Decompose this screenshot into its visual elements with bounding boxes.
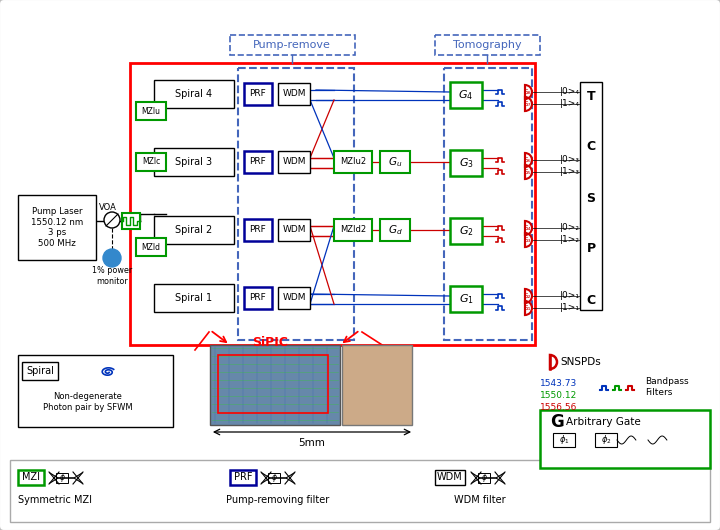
Text: WDM filter: WDM filter <box>454 495 506 505</box>
Text: $G_2$: $G_2$ <box>459 224 473 238</box>
FancyBboxPatch shape <box>278 287 310 309</box>
FancyBboxPatch shape <box>210 345 340 425</box>
Text: S₂: S₂ <box>523 293 531 299</box>
FancyBboxPatch shape <box>450 150 482 176</box>
FancyBboxPatch shape <box>244 287 272 309</box>
FancyBboxPatch shape <box>244 83 272 105</box>
FancyBboxPatch shape <box>380 219 410 241</box>
Text: Bandpass
Filters: Bandpass Filters <box>645 377 688 396</box>
FancyBboxPatch shape <box>10 460 710 522</box>
Text: |0>₁: |0>₁ <box>560 292 580 301</box>
Text: $\phi$: $\phi$ <box>481 472 487 484</box>
FancyBboxPatch shape <box>154 80 234 108</box>
FancyBboxPatch shape <box>230 470 256 485</box>
Text: PRF: PRF <box>234 473 252 482</box>
FancyBboxPatch shape <box>18 470 44 485</box>
Text: G: G <box>550 413 564 431</box>
FancyBboxPatch shape <box>154 148 234 176</box>
Text: PRF: PRF <box>250 225 266 234</box>
Text: Symmetric MZI: Symmetric MZI <box>18 495 92 505</box>
Text: MZIu2: MZIu2 <box>340 157 366 166</box>
Text: S₅: S₅ <box>523 169 531 175</box>
Text: Spiral 3: Spiral 3 <box>176 157 212 167</box>
Text: |1>₄: |1>₄ <box>560 100 580 109</box>
Text: 1550.12: 1550.12 <box>540 391 577 400</box>
Circle shape <box>104 212 120 228</box>
FancyBboxPatch shape <box>380 151 410 173</box>
Text: MZId2: MZId2 <box>340 225 366 234</box>
Text: Tomography: Tomography <box>453 40 521 50</box>
Text: WDM: WDM <box>282 225 306 234</box>
Text: P: P <box>586 243 595 255</box>
Text: S₆: S₆ <box>523 157 531 163</box>
Text: C: C <box>586 140 595 154</box>
Text: S₇: S₇ <box>523 101 531 107</box>
FancyBboxPatch shape <box>22 362 58 380</box>
Text: 5mm: 5mm <box>299 438 325 448</box>
Text: Spiral 2: Spiral 2 <box>176 225 212 235</box>
Text: $G_4$: $G_4$ <box>459 88 474 102</box>
Text: WDM: WDM <box>282 90 306 99</box>
Text: SNSPDs: SNSPDs <box>560 357 600 367</box>
Text: C: C <box>586 294 595 306</box>
Text: S: S <box>587 191 595 205</box>
Text: $\phi_2$: $\phi_2$ <box>600 434 611 446</box>
Text: $\phi$: $\phi$ <box>271 472 277 484</box>
FancyBboxPatch shape <box>136 102 166 120</box>
Text: Pump Laser
1550.12 nm
3 ps
500 MHz: Pump Laser 1550.12 nm 3 ps 500 MHz <box>31 207 83 248</box>
FancyBboxPatch shape <box>56 473 68 483</box>
Circle shape <box>103 249 121 267</box>
FancyBboxPatch shape <box>478 473 490 483</box>
Text: $\phi$: $\phi$ <box>58 472 66 484</box>
Text: S₁: S₁ <box>523 305 531 311</box>
FancyBboxPatch shape <box>278 83 310 105</box>
FancyBboxPatch shape <box>435 470 465 485</box>
FancyBboxPatch shape <box>580 82 602 310</box>
FancyBboxPatch shape <box>18 195 96 260</box>
FancyBboxPatch shape <box>154 284 234 312</box>
FancyBboxPatch shape <box>154 216 234 244</box>
Text: Pump-removing filter: Pump-removing filter <box>226 495 330 505</box>
Text: PRF: PRF <box>250 294 266 303</box>
Text: |1>₁: |1>₁ <box>560 304 580 313</box>
Text: PRF: PRF <box>250 157 266 166</box>
Text: 1% power
monitor: 1% power monitor <box>92 266 132 286</box>
Text: |0>₂: |0>₂ <box>560 224 580 233</box>
Text: $G_u$: $G_u$ <box>388 155 402 169</box>
Text: WDM: WDM <box>437 473 463 482</box>
FancyBboxPatch shape <box>450 218 482 244</box>
Text: 1543.73: 1543.73 <box>540 378 577 387</box>
Text: SiPIC: SiPIC <box>252 335 288 349</box>
Text: $G_3$: $G_3$ <box>459 156 474 170</box>
FancyBboxPatch shape <box>450 286 482 312</box>
FancyBboxPatch shape <box>278 219 310 241</box>
FancyBboxPatch shape <box>122 213 140 229</box>
Text: S₈: S₈ <box>523 89 531 95</box>
FancyBboxPatch shape <box>268 473 280 483</box>
Text: |1>₃: |1>₃ <box>560 167 580 176</box>
Text: $G_1$: $G_1$ <box>459 292 474 306</box>
Text: MZI: MZI <box>22 473 40 482</box>
Text: S₄: S₄ <box>523 225 531 231</box>
Text: MZId: MZId <box>142 243 161 252</box>
FancyBboxPatch shape <box>540 410 710 468</box>
FancyBboxPatch shape <box>334 151 372 173</box>
Text: WDM: WDM <box>282 157 306 166</box>
Text: WDM: WDM <box>282 294 306 303</box>
FancyBboxPatch shape <box>244 219 272 241</box>
Text: MZIu: MZIu <box>142 107 161 116</box>
FancyBboxPatch shape <box>450 82 482 108</box>
Text: Spiral: Spiral <box>26 366 54 376</box>
Text: Pump-remove: Pump-remove <box>253 40 331 50</box>
Text: 1556.56: 1556.56 <box>540 402 577 411</box>
FancyBboxPatch shape <box>278 151 310 173</box>
Text: T: T <box>587 90 595 102</box>
Text: PRF: PRF <box>250 90 266 99</box>
Text: Spiral 4: Spiral 4 <box>176 89 212 99</box>
FancyBboxPatch shape <box>553 433 575 447</box>
FancyBboxPatch shape <box>595 433 617 447</box>
Text: VOA: VOA <box>99 204 117 213</box>
Text: S₃: S₃ <box>523 237 531 243</box>
FancyBboxPatch shape <box>18 355 173 427</box>
